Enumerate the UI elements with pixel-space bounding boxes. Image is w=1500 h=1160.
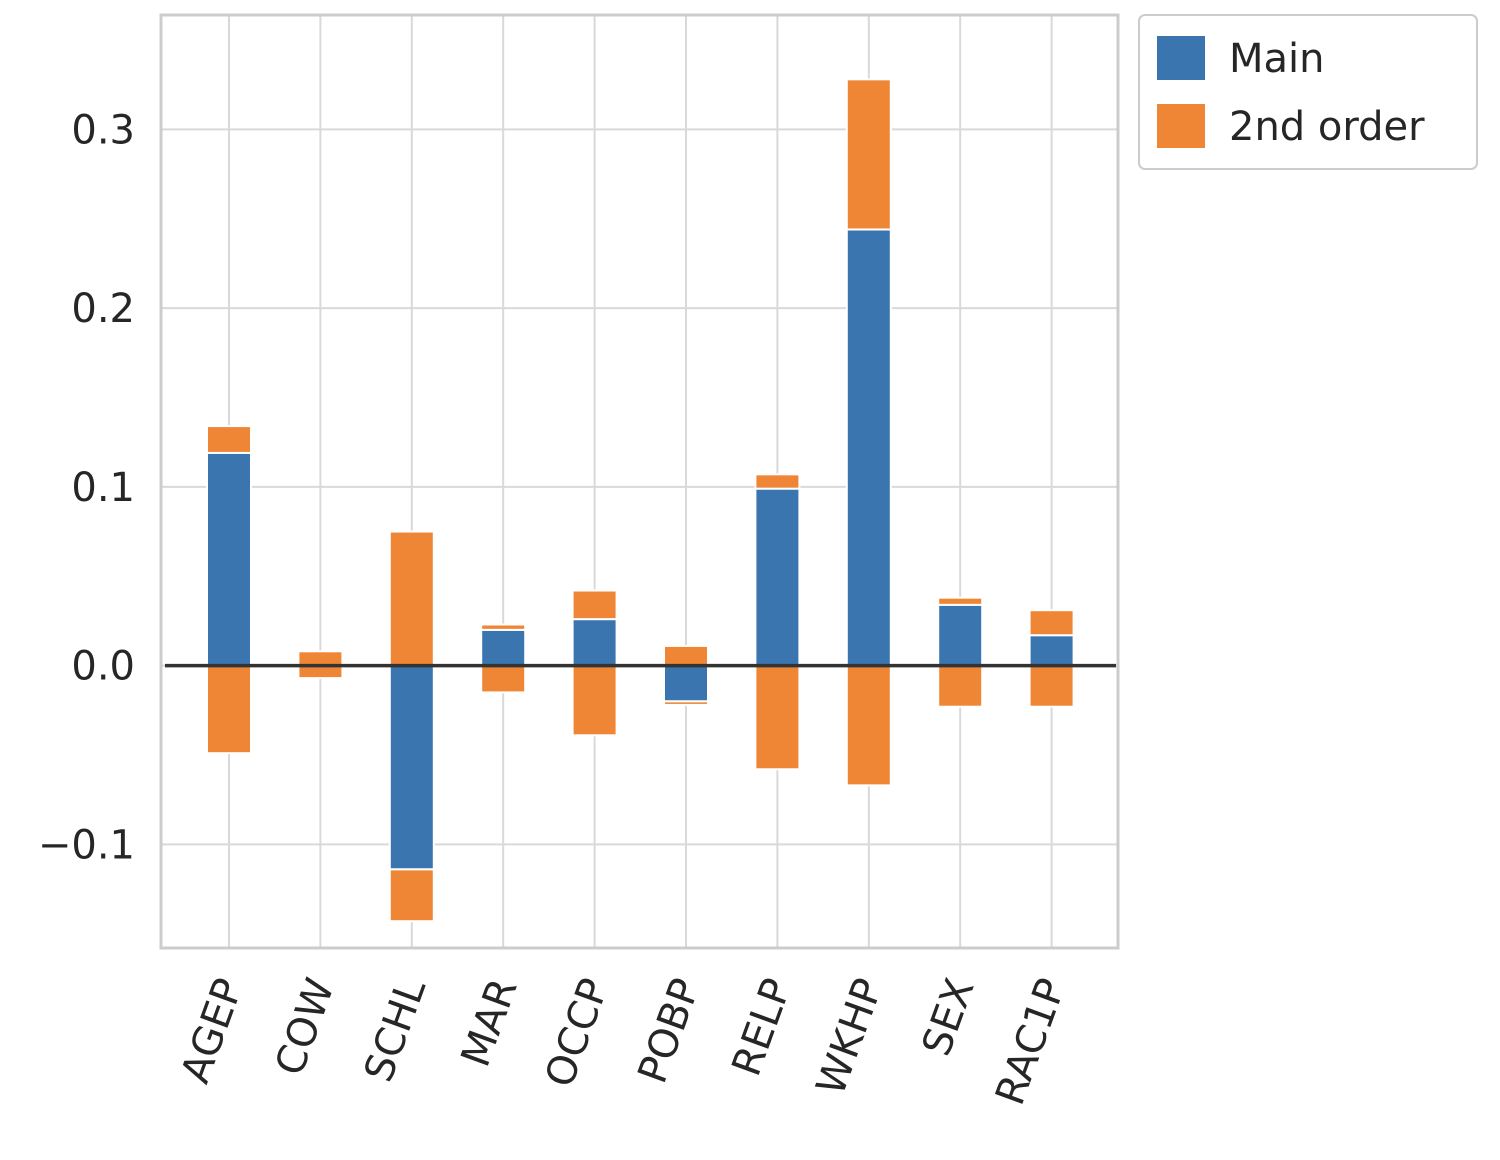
bar-2nd-order-pos-schl	[388, 530, 435, 667]
bars	[206, 78, 1075, 923]
bar-2nd-order-pos-rac1p	[1028, 609, 1075, 637]
y-tick-label: −0.1	[38, 822, 135, 868]
x-tick-label-rac1p: RAC1P	[987, 973, 1075, 1111]
x-tick-label-sex: SEX	[914, 973, 984, 1062]
plot-frame	[159, 13, 1120, 950]
legend: Main 2nd order	[1138, 14, 1478, 170]
x-tick-label-cow: COW	[267, 973, 344, 1082]
y-tick-label: 0.0	[71, 644, 135, 690]
bar-2nd-order-neg-relp	[754, 664, 801, 771]
bar-main-sex	[937, 603, 984, 667]
bar-main-schl	[388, 664, 435, 871]
x-tick-label-agep: AGEP	[173, 973, 253, 1089]
x-tick-label-schl: SCHL	[356, 972, 436, 1088]
bar-2nd-order-pos-sex	[937, 596, 984, 606]
bar-2nd-order-neg-rac1p	[1028, 664, 1075, 708]
bar-2nd-order-pos-agep	[206, 425, 252, 454]
y-tick-label: 0.1	[71, 465, 135, 511]
x-tick-label-pobp: POBP	[630, 973, 710, 1089]
legend-swatch-2nd-order	[1157, 104, 1205, 148]
bar-2nd-order-neg-pobp	[663, 700, 709, 706]
x-tick-label-relp: RELP	[724, 973, 801, 1082]
bar-2nd-order-pos-wkhp	[845, 78, 892, 231]
y-tick-label: 0.3	[71, 107, 135, 153]
bar-2nd-order-pos-pobp	[663, 644, 709, 667]
bar-2nd-order-neg-wkhp	[845, 664, 892, 787]
bar-2nd-order-neg-mar	[480, 664, 527, 694]
gridlines	[161, 15, 1118, 948]
bar-2nd-order-neg-cow	[297, 664, 344, 680]
bar-2nd-order-pos-relp	[754, 473, 801, 490]
bar-2nd-order-neg-sex	[937, 664, 984, 708]
x-tick-label-mar: MAR	[453, 973, 527, 1073]
bar-main-rac1p	[1028, 634, 1075, 667]
legend-box	[1138, 14, 1478, 170]
bar-2nd-order-neg-schl	[388, 868, 435, 923]
x-tick-label-wkhp: WKHP	[808, 973, 892, 1101]
x-axis-tick-labels: AGEP COW SCHL MAR OCCP POBP RELP WKHP SEX RAC1P	[173, 972, 1075, 1111]
legend-label-2nd-order: 2nd order	[1229, 104, 1425, 150]
bar-main-agep	[206, 451, 252, 667]
bar-main-occp	[571, 618, 618, 667]
bar-main-pobp	[663, 664, 709, 703]
y-tick-label: 0.2	[71, 286, 135, 332]
bar-2nd-order-neg-agep	[206, 664, 252, 755]
legend-label-main: Main	[1229, 36, 1325, 82]
bar-2nd-order-neg-occp	[571, 664, 618, 737]
legend-swatch-main	[1157, 36, 1205, 80]
bar-main-mar	[480, 628, 527, 667]
bar-2nd-order-pos-cow	[297, 650, 344, 667]
bar-2nd-order-pos-mar	[480, 623, 527, 631]
bar-main-wkhp	[845, 228, 892, 667]
bar-main-relp	[754, 487, 801, 667]
x-tick-label-occp: OCCP	[537, 973, 618, 1093]
bar-2nd-order-pos-occp	[571, 589, 618, 621]
y-axis-tick-labels: −0.1 0.0 0.1 0.2 0.3	[38, 107, 135, 868]
